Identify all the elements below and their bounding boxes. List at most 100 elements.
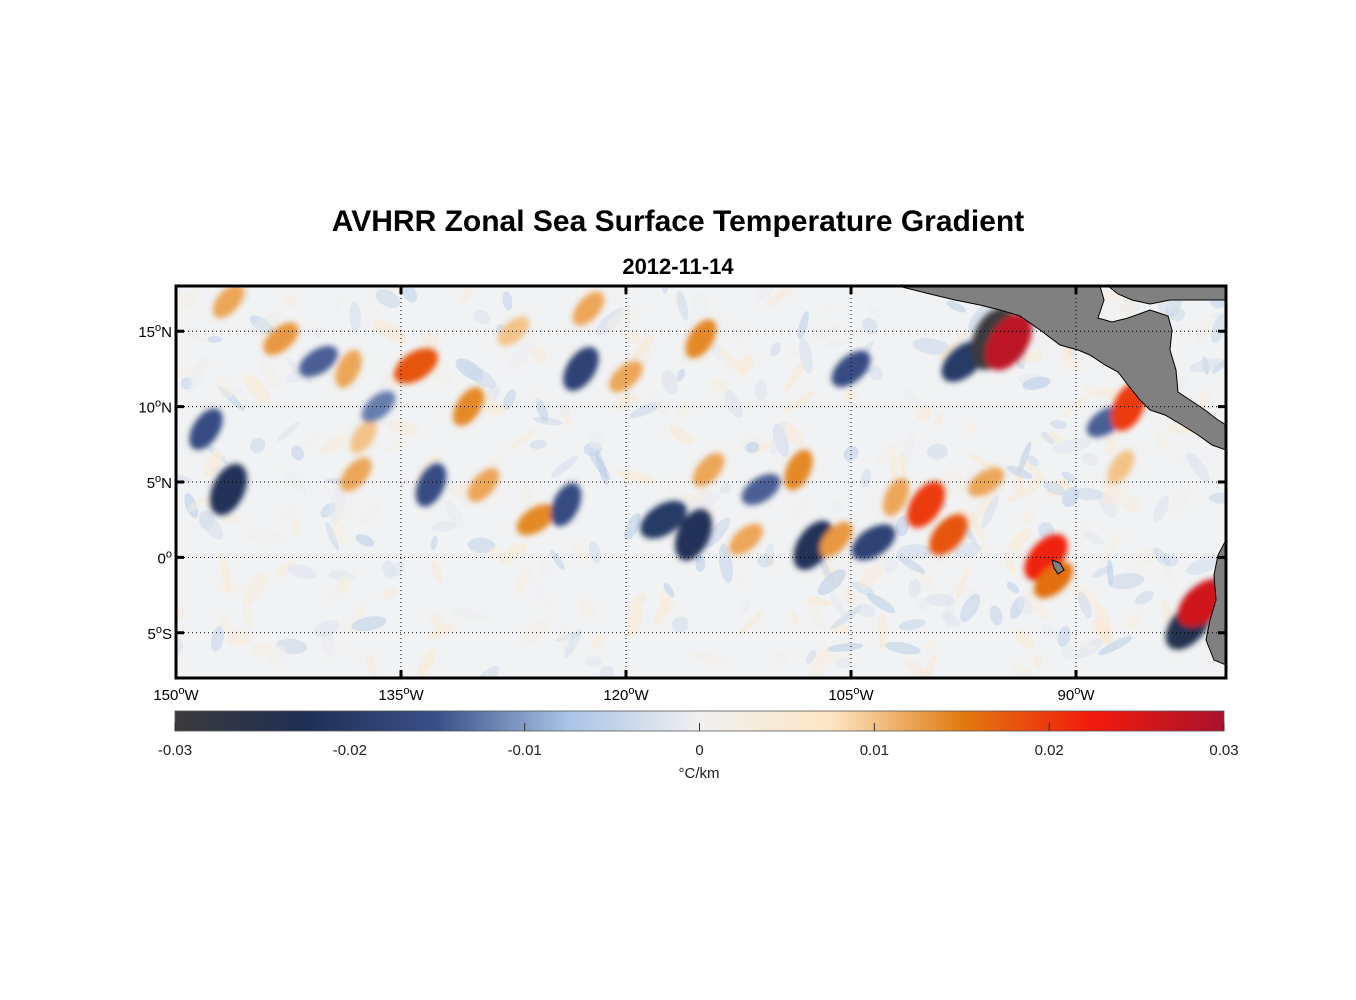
- texture-streak: [895, 515, 910, 536]
- gradient-feature: [340, 457, 372, 492]
- texture-streak: [1020, 474, 1044, 499]
- gradient-feature: [674, 509, 713, 561]
- background-texture: [176, 286, 1226, 678]
- texture-streak: [1098, 636, 1133, 655]
- texture-streak: [252, 642, 272, 657]
- texture-streak: [968, 300, 994, 332]
- gradient-feature: [741, 473, 781, 506]
- gradient-feature: [572, 291, 605, 326]
- texture-streak: [624, 513, 641, 541]
- texture-streak: [843, 445, 859, 462]
- texture-streak: [337, 578, 351, 594]
- texture-streak: [704, 517, 731, 548]
- gradient-feature: [907, 481, 945, 528]
- texture-streak: [671, 431, 699, 444]
- texture-streak: [1100, 533, 1121, 564]
- texture-streak: [867, 593, 895, 614]
- texture-streak: [473, 310, 491, 325]
- central-america-land: [897, 286, 1226, 451]
- texture-streak: [691, 292, 709, 317]
- texture-streak: [883, 556, 898, 575]
- texture-streak: [878, 611, 888, 651]
- texture-streak: [595, 449, 608, 486]
- gradient-feature: [209, 463, 248, 516]
- texture-streak: [245, 528, 284, 545]
- texture-streak: [188, 498, 205, 512]
- texture-streak: [599, 665, 615, 678]
- texture-streak: [899, 450, 907, 477]
- colorbar-unit-label: °C/km: [679, 765, 720, 782]
- texture-streak: [444, 500, 464, 528]
- texture-streak: [981, 495, 999, 529]
- tick-label: 15oN: [138, 322, 172, 341]
- texture-streak: [1166, 487, 1192, 515]
- texture-streak: [830, 592, 846, 617]
- texture-streak: [1018, 441, 1032, 474]
- texture-streak: [287, 564, 317, 580]
- colorbar-tick-label: 0.01: [860, 742, 889, 759]
- texture-streak: [773, 650, 787, 665]
- texture-streak: [464, 364, 496, 389]
- texture-streak: [240, 287, 252, 305]
- texture-streak: [927, 443, 948, 460]
- texture-streak: [215, 581, 247, 594]
- texture-streak: [1061, 638, 1098, 650]
- tick-label: 120oW: [603, 685, 649, 704]
- texture-streak: [890, 452, 898, 487]
- texture-streak: [1050, 420, 1067, 429]
- texture-streak: [430, 521, 457, 532]
- texture-streak: [616, 470, 656, 484]
- texture-streak: [663, 582, 675, 598]
- texture-streak: [1057, 626, 1071, 647]
- gradient-feature: [882, 478, 910, 517]
- texture-streak: [826, 643, 864, 652]
- texture-streak: [243, 373, 270, 404]
- texture-streak: [916, 405, 932, 422]
- texture-streak: [203, 450, 223, 477]
- texture-streak: [535, 397, 549, 422]
- texture-streak: [1161, 561, 1176, 589]
- texture-streak: [903, 390, 921, 405]
- gradient-feature: [784, 449, 813, 491]
- texture-streak: [799, 338, 813, 374]
- texture-streak: [755, 379, 767, 402]
- texture-streak: [915, 597, 930, 612]
- texture-streak: [1082, 384, 1104, 401]
- texture-streak: [1211, 356, 1226, 374]
- texture-streak: [355, 503, 383, 524]
- lon-axis: 150oW 135oW 120oW 105oW 90oW: [153, 286, 1095, 704]
- texture-streak: [1041, 431, 1055, 445]
- texture-streak: [372, 318, 407, 344]
- texture-streak: [765, 286, 794, 307]
- texture-streak: [176, 606, 185, 621]
- texture-streak: [382, 587, 398, 600]
- texture-streak: [896, 544, 933, 560]
- texture-streak: [724, 390, 743, 418]
- texture-streak: [941, 611, 961, 628]
- texture-streak: [861, 468, 871, 488]
- texture-streak: [513, 568, 530, 594]
- gradient-features: [189, 286, 1226, 650]
- texture-streak: [431, 560, 442, 583]
- texture-streak: [502, 291, 513, 311]
- texture-streak: [1043, 481, 1066, 496]
- texture-streak: [740, 598, 750, 616]
- texture-streak: [627, 604, 642, 638]
- gradient-feature: [263, 322, 299, 356]
- tick-label: 0o: [158, 548, 172, 567]
- texture-streak: [550, 550, 565, 570]
- texture-streak: [584, 656, 603, 668]
- texture-streak: [564, 628, 582, 658]
- texture-streak: [1061, 393, 1092, 418]
- texture-streak: [1003, 553, 1016, 575]
- texture-streak: [282, 503, 296, 522]
- gradient-feature: [212, 286, 245, 319]
- texture-streak: [966, 421, 976, 435]
- texture-streak: [375, 289, 401, 308]
- texture-streak: [1107, 572, 1145, 590]
- gradient-feature: [985, 313, 1032, 371]
- texture-streak: [1022, 511, 1035, 525]
- texture-streak: [502, 389, 516, 411]
- texture-streak: [626, 330, 641, 344]
- texture-streak: [770, 421, 787, 456]
